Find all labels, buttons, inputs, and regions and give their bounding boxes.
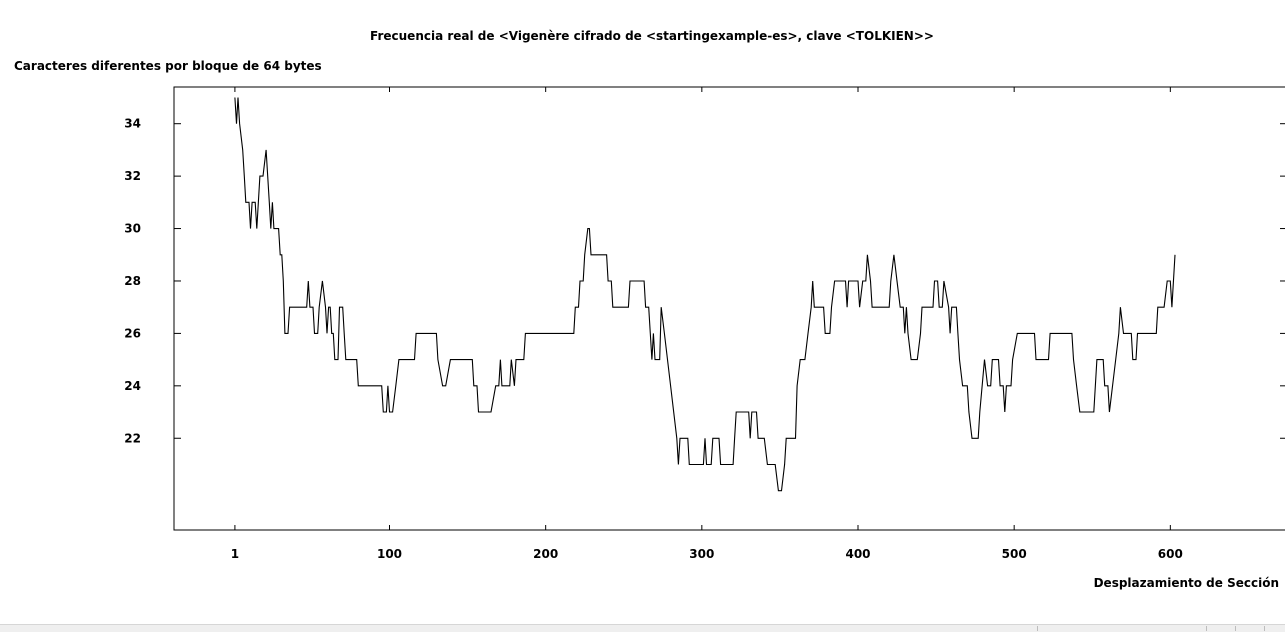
status-bar-cell xyxy=(1235,626,1264,631)
y-axis-ticks: 22 24 26 28 30 32 34 xyxy=(124,117,1285,445)
plot-area-frame xyxy=(173,86,1285,531)
x-tick-label: 400 xyxy=(845,547,870,561)
y-tick-label: 30 xyxy=(124,222,141,236)
x-tick-label: 200 xyxy=(533,547,558,561)
y-tick-label: 24 xyxy=(124,379,141,393)
status-bar-cell xyxy=(1037,626,1206,631)
y-tick-label: 28 xyxy=(124,274,141,288)
y-tick-label: 26 xyxy=(124,326,141,340)
x-tick-label: 300 xyxy=(689,547,714,561)
x-tick-label: 1 xyxy=(231,547,239,561)
y-axis-label: Caracteres diferentes por bloque de 64 b… xyxy=(14,59,322,73)
x-tick-label: 100 xyxy=(377,547,402,561)
x-tick-label: 500 xyxy=(1002,547,1027,561)
x-axis-label: Desplazamiento de Sección xyxy=(1094,576,1279,590)
y-tick-label: 22 xyxy=(124,431,141,445)
x-tick-label: 600 xyxy=(1158,547,1183,561)
chart-title: Frecuencia real de <Vigenère cifrado de … xyxy=(370,29,934,43)
status-bar-cell xyxy=(1264,626,1285,631)
y-tick-label: 34 xyxy=(124,117,141,131)
data-series-line xyxy=(234,97,1176,492)
status-bar xyxy=(0,624,1285,632)
y-tick-label: 32 xyxy=(124,169,141,183)
x-axis-ticks: 1 100 200 300 400 500 600 xyxy=(231,87,1183,561)
status-bar-cell xyxy=(1206,626,1235,631)
